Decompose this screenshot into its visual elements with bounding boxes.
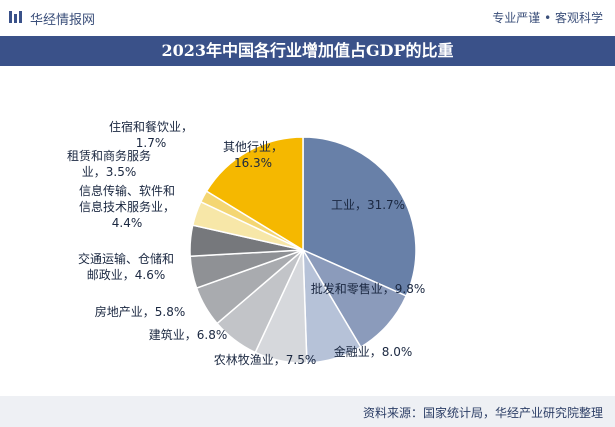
- pie-slice-label: 房地产业，5.8%: [95, 304, 186, 319]
- chart-bars-icon: [9, 11, 22, 23]
- pie-slice: [302, 136, 417, 297]
- footer: 资料来源：国家统计局，华经产业研究院整理: [0, 396, 615, 427]
- pie-slice-label: 交通运输、仓储和邮政业，4.6%: [78, 251, 174, 282]
- pie-slice-label: 建筑业，6.8%: [149, 327, 228, 342]
- pie-slice-label: 信息传输、软件和信息技术服务业， 4.4%: [79, 183, 175, 230]
- pie-slice-label: 租赁和商务服务业，3.5%: [67, 148, 151, 179]
- pie-slice-label: 住宿和餐饮业， 1.7%: [109, 119, 193, 150]
- chart-title: 2023年中国各行业增加值占GDP的比重: [0, 36, 615, 66]
- pie-labels: 工业，31.7% 批发和零售业，9.8% 金融业，8.0% 农林牧渔业，7.5% 建筑业…: [67, 119, 425, 367]
- pie-slice-label: 农林牧渔业，7.5%: [214, 353, 317, 367]
- pie-slice: [205, 136, 304, 252]
- brand-name: 华经情报网: [30, 13, 96, 28]
- pie-slice-label: 其他行业， 16.3%: [223, 140, 283, 170]
- pie-slice-label: 金融业，8.0%: [334, 344, 413, 359]
- pie-slices: [189, 136, 417, 364]
- tagline: 专业严谨 • 客观科学: [492, 11, 603, 25]
- pie-slice-label: 工业，31.7%: [331, 198, 405, 212]
- source-note: 资料来源：国家统计局，华经产业研究院整理: [362, 406, 603, 420]
- pie-chart: 工业，31.7% 批发和零售业，9.8% 金融业，8.0% 农林牧渔业，7.5% 建筑业…: [67, 119, 425, 367]
- header: 华经情报网 专业严谨 • 客观科学: [0, 0, 615, 36]
- pie-slice-label: 批发和零售业，9.8%: [311, 281, 426, 296]
